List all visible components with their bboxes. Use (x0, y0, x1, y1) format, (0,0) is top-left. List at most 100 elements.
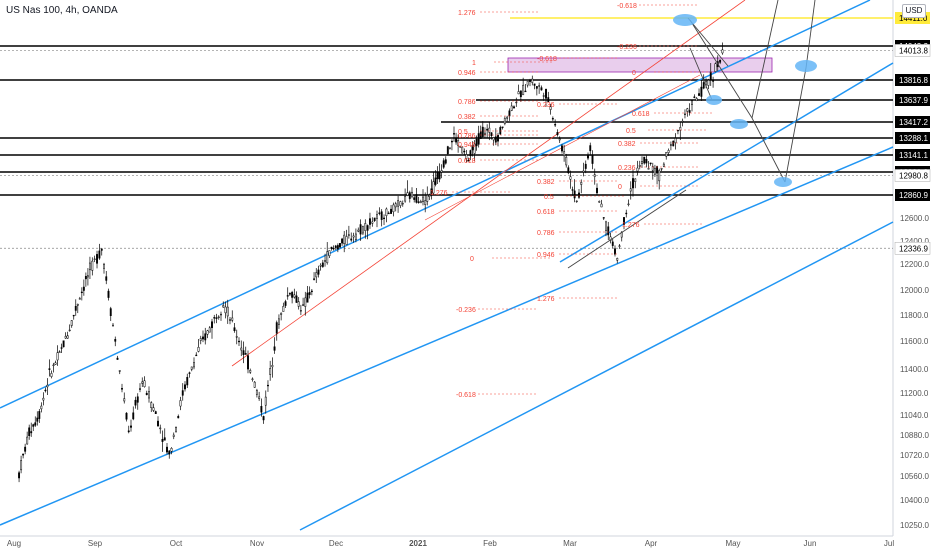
candle-body (350, 238, 353, 241)
candle-body (415, 194, 418, 203)
candle-body (38, 411, 41, 419)
candle-body (440, 170, 443, 173)
candles (18, 42, 724, 483)
candle-body (513, 106, 515, 109)
candle-body (22, 453, 25, 456)
candle-body (616, 258, 619, 261)
fib-label: 0 (618, 184, 622, 191)
candle-body (118, 370, 121, 372)
resistance-zone (507, 57, 773, 73)
candle-body (114, 339, 117, 342)
candle-body (267, 384, 269, 387)
candle-body (709, 71, 712, 80)
price-label-box (894, 169, 931, 182)
candle-body (665, 152, 668, 157)
candle-body (401, 203, 404, 205)
candle-body (326, 251, 329, 264)
candle-body (567, 167, 570, 174)
candle-body (444, 159, 447, 164)
candle-body (238, 340, 240, 343)
candle-body (52, 364, 55, 367)
fib-label: 0.786 (458, 133, 476, 140)
candle-body (515, 101, 518, 104)
candle-body (284, 301, 287, 306)
candle-body (308, 292, 311, 295)
fib-label: 0.946 (537, 252, 555, 259)
candle-body (459, 146, 462, 148)
candle-body (297, 301, 300, 307)
candle-body (545, 88, 547, 99)
price-label-box (894, 242, 931, 255)
candle-body (584, 163, 587, 169)
candle-body (465, 154, 468, 160)
candle-body (645, 159, 648, 164)
candle-body (172, 434, 175, 437)
candle-body (376, 214, 378, 219)
candle-body (54, 362, 57, 365)
candle-body (494, 136, 497, 143)
candle-body (324, 260, 326, 262)
candle-body (291, 292, 294, 298)
candle-body (310, 290, 313, 293)
fib-label: 0.236 (537, 102, 555, 109)
candle-body (145, 392, 148, 396)
trend-line (567, 189, 687, 269)
candle-body (251, 378, 254, 380)
candle-body (506, 116, 509, 119)
price-label: 14013.8 (899, 46, 928, 55)
y-tick-label: 12400.0 (900, 237, 929, 246)
x-tick-label: Aug (7, 539, 21, 548)
candle-body (275, 322, 278, 334)
candle-body (44, 389, 47, 392)
candle-body (688, 110, 691, 113)
price-label-box (895, 94, 930, 106)
candle-body (618, 245, 621, 247)
candle-body (538, 85, 541, 87)
candle-body (364, 223, 367, 231)
y-tick-label: 10720.0 (900, 451, 929, 460)
fib-label: 0.618 (537, 209, 555, 216)
candle-body (354, 233, 357, 241)
candle-body (28, 427, 31, 436)
candle-body (46, 384, 49, 388)
candle-body (247, 355, 249, 370)
price-label: 13816.8 (899, 76, 928, 85)
candle-body (159, 427, 162, 430)
candle-body (565, 156, 568, 166)
candle-body (253, 381, 256, 388)
candle-body (84, 276, 87, 280)
candle-body (208, 327, 211, 333)
candle-body (226, 306, 229, 317)
candle-body (467, 159, 470, 162)
projection-arrow (689, 47, 713, 101)
candle-body (707, 80, 710, 86)
candle-body (302, 304, 305, 306)
candle-body (339, 243, 341, 248)
channel-line (299, 221, 894, 531)
candle-body (492, 137, 495, 141)
candle-body (508, 110, 511, 117)
fib-label: -0.618 (456, 392, 476, 399)
candle-body (580, 182, 583, 185)
candle-body (461, 146, 464, 154)
candle-body (531, 78, 534, 83)
candle-body (127, 430, 130, 433)
candle-body (702, 82, 705, 89)
candle-body (434, 177, 437, 185)
candle-body (501, 126, 504, 128)
candle-body (123, 398, 126, 402)
candle-body (202, 336, 204, 340)
candle-body (413, 197, 416, 200)
candle-body (136, 396, 139, 403)
x-tick-label: Jun (804, 539, 817, 548)
candle-body (190, 366, 193, 370)
candle-body (315, 272, 318, 278)
currency-button[interactable]: USD (902, 4, 926, 18)
candle-body (143, 380, 146, 387)
candle-body (455, 138, 458, 143)
candle-body (380, 211, 383, 220)
candle-body (593, 174, 596, 177)
candle-body (220, 313, 222, 316)
candle-body (130, 425, 132, 428)
